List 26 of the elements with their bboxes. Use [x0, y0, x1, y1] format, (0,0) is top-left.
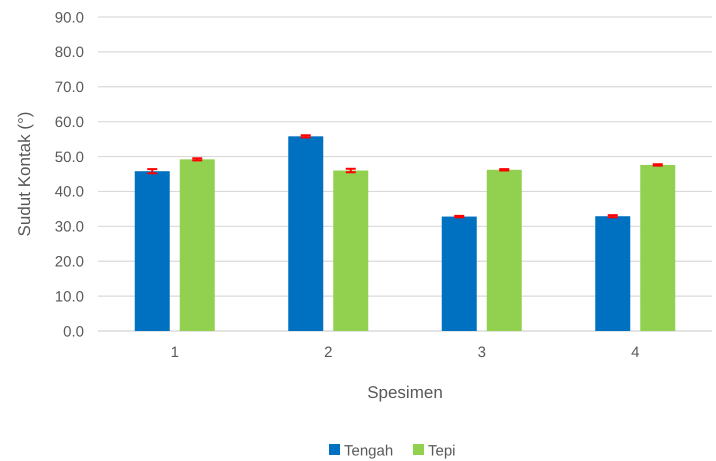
- bar: [486, 170, 522, 331]
- bar: [288, 136, 324, 331]
- x-tick-label: 1: [170, 344, 179, 361]
- bar: [595, 216, 630, 331]
- legend-label: Tepi: [428, 442, 456, 460]
- y-tick-label: 80.0: [54, 44, 84, 62]
- bar: [180, 159, 215, 331]
- y-tick-label: 10.0: [54, 288, 84, 306]
- y-tick-label: 50.0: [54, 148, 84, 166]
- bar: [333, 170, 368, 331]
- y-tick-label: 20.0: [54, 253, 84, 270]
- legend-label: Tengah: [344, 442, 394, 460]
- bar: [134, 171, 170, 331]
- y-axis-title: Sudut Kontak (°): [15, 112, 34, 236]
- y-tick-label: 90.0: [54, 9, 84, 26]
- y-tick-label: 30.0: [54, 218, 84, 236]
- y-tick-label: 70.0: [54, 79, 84, 96]
- x-tick-label: 4: [631, 344, 640, 361]
- bar: [640, 164, 676, 331]
- y-tick-label: 0.0: [63, 323, 84, 340]
- y-tick-label: 40.0: [54, 184, 84, 201]
- x-tick-label: 3: [478, 344, 486, 361]
- y-tick-label: 60.0: [54, 114, 84, 131]
- x-axis-title: Spesimen: [367, 383, 443, 402]
- x-tick-label: 2: [324, 344, 332, 361]
- bar: [442, 216, 477, 331]
